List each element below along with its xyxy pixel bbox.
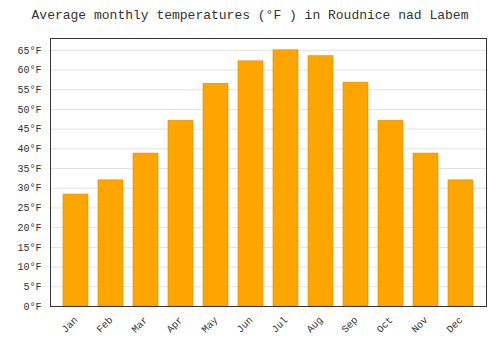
- svg-text:15°F: 15°F: [17, 243, 41, 254]
- svg-text:0°F: 0°F: [23, 302, 41, 313]
- svg-text:Nov: Nov: [410, 315, 431, 336]
- svg-text:55°F: 55°F: [17, 85, 41, 96]
- svg-text:25°F: 25°F: [17, 203, 41, 214]
- svg-text:Aug: Aug: [305, 315, 326, 336]
- svg-text:Jan: Jan: [60, 315, 81, 336]
- svg-text:20°F: 20°F: [17, 223, 41, 234]
- svg-text:45°F: 45°F: [17, 124, 41, 135]
- svg-text:Oct: Oct: [375, 315, 396, 336]
- svg-text:Sep: Sep: [340, 315, 361, 336]
- svg-text:65°F: 65°F: [17, 46, 41, 57]
- svg-text:60°F: 60°F: [17, 65, 41, 76]
- svg-text:Mar: Mar: [130, 315, 151, 336]
- svg-text:Jul: Jul: [270, 315, 291, 336]
- svg-text:30°F: 30°F: [17, 183, 41, 194]
- svg-text:40°F: 40°F: [17, 144, 41, 155]
- svg-text:50°F: 50°F: [17, 105, 41, 116]
- svg-text:5°F: 5°F: [23, 282, 41, 293]
- html-text:Average monthly temperatures (: Average monthly temperatures (°F ) in Ro…: [31, 8, 469, 23]
- svg-text:Dec: Dec: [445, 315, 466, 336]
- svg-text:May: May: [200, 315, 221, 336]
- svg-text:35°F: 35°F: [17, 164, 41, 175]
- svg-text:Feb: Feb: [95, 315, 116, 336]
- svg-text:Jun: Jun: [235, 315, 256, 336]
- svg-text:10°F: 10°F: [17, 262, 41, 273]
- svg-text:Apr: Apr: [165, 315, 186, 336]
